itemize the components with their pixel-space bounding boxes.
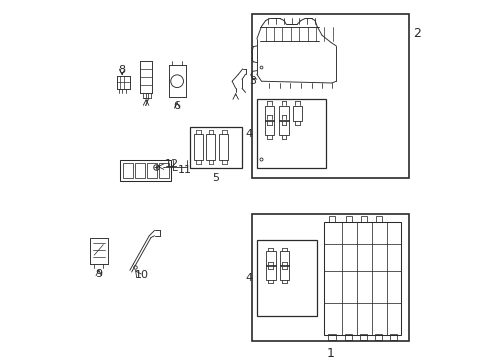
Text: 7: 7 <box>142 98 149 108</box>
Bar <box>266 265 275 280</box>
Bar <box>120 160 171 181</box>
Text: 6: 6 <box>173 101 180 111</box>
Text: 12: 12 <box>164 159 178 169</box>
Bar <box>193 134 203 160</box>
Bar <box>257 240 317 316</box>
Text: 11: 11 <box>178 166 191 175</box>
Bar <box>280 265 289 280</box>
Text: 5: 5 <box>212 173 219 183</box>
Bar <box>280 251 289 266</box>
Bar <box>375 216 381 222</box>
Bar <box>252 14 408 178</box>
Text: 8: 8 <box>118 64 125 75</box>
Text: 4: 4 <box>245 273 252 283</box>
Bar <box>252 213 408 341</box>
Bar <box>147 163 157 178</box>
Bar <box>159 163 169 178</box>
Bar <box>257 99 325 168</box>
Bar <box>375 334 382 340</box>
Bar <box>265 120 274 135</box>
Bar <box>205 134 215 160</box>
Bar <box>265 106 274 121</box>
Bar <box>345 216 351 222</box>
Text: 10: 10 <box>135 270 149 280</box>
Bar <box>360 334 366 340</box>
Text: 2: 2 <box>412 27 420 40</box>
Bar <box>360 216 366 222</box>
Bar <box>123 163 133 178</box>
Bar <box>389 334 396 340</box>
Text: 3: 3 <box>248 76 256 86</box>
Text: 4: 4 <box>245 129 252 139</box>
Bar <box>279 120 288 135</box>
Bar <box>323 222 400 334</box>
Bar <box>328 334 335 340</box>
Text: 1: 1 <box>326 347 334 360</box>
Bar <box>189 127 242 168</box>
Bar <box>328 216 334 222</box>
Bar <box>292 106 302 121</box>
Bar <box>135 163 145 178</box>
Bar <box>345 334 351 340</box>
Text: 9: 9 <box>95 269 102 279</box>
Bar <box>279 106 288 121</box>
Bar <box>266 251 275 266</box>
Bar <box>219 134 228 160</box>
